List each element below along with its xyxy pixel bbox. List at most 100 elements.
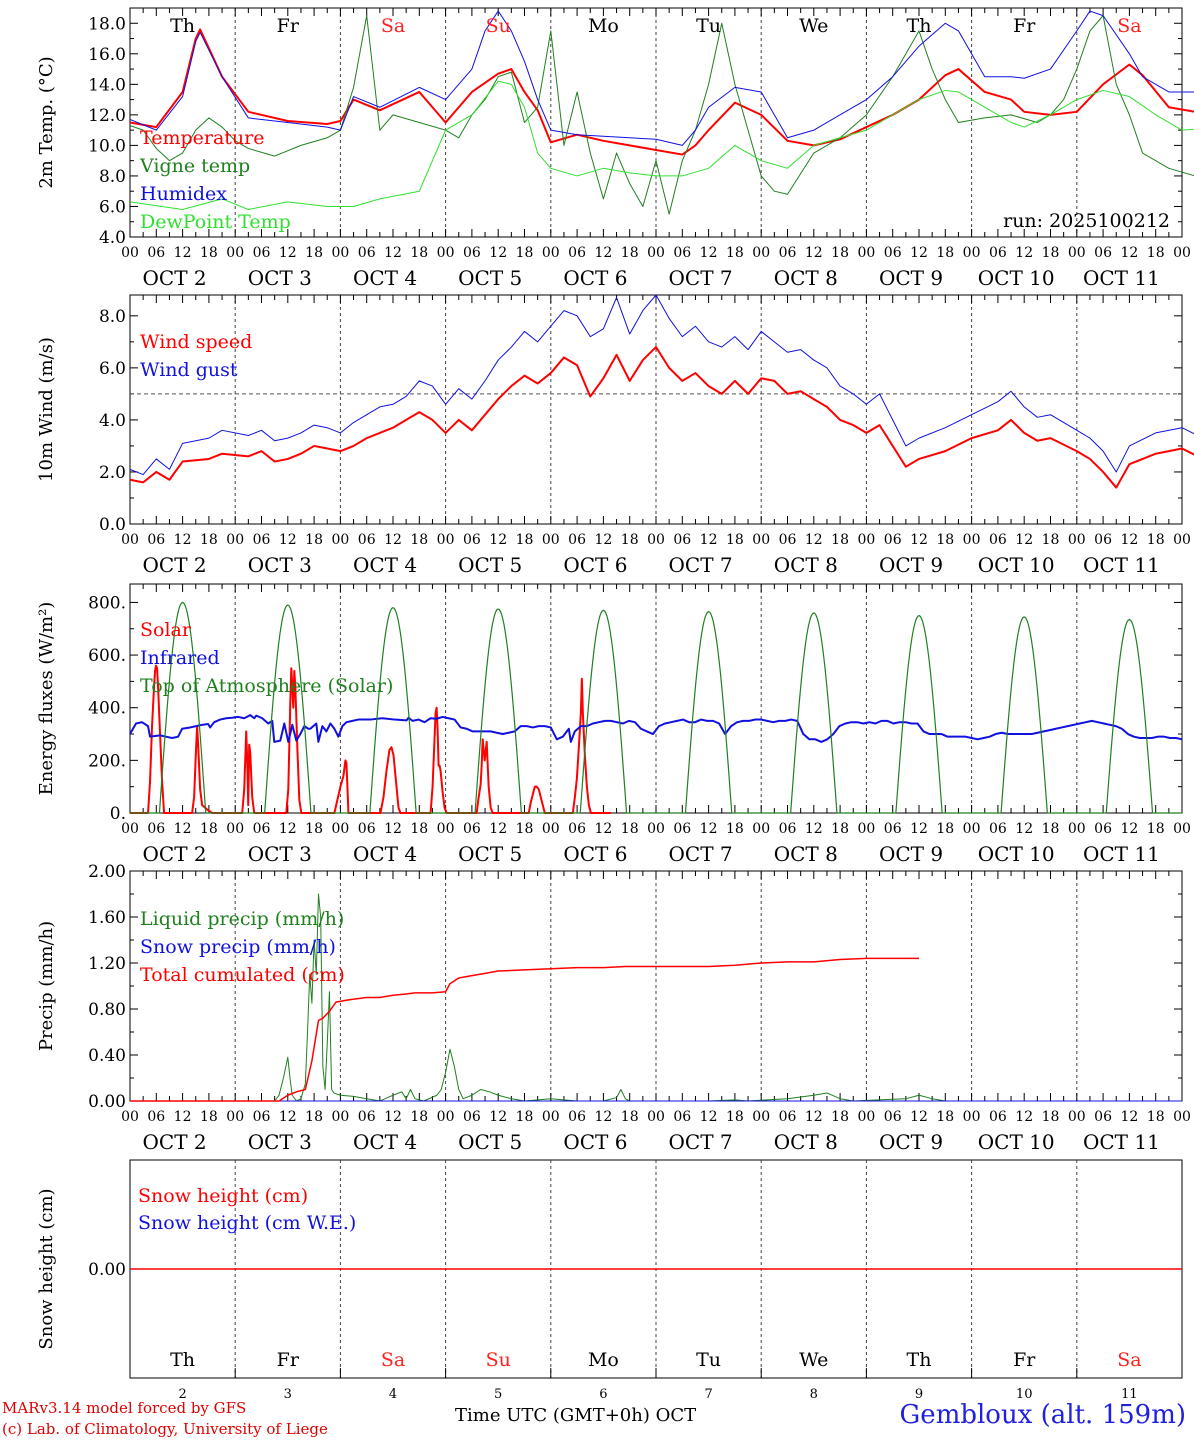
- toa-solar-arc: [866, 614, 972, 814]
- hour-tick-label: 00: [331, 1109, 349, 1125]
- hour-tick-label: 06: [673, 821, 691, 837]
- date-label: OCT 3: [248, 1130, 312, 1154]
- date-label: OCT 9: [879, 553, 943, 577]
- date-label: OCT 10: [978, 1130, 1055, 1154]
- hour-tick-label: 18: [410, 1109, 428, 1125]
- date-label: OCT 9: [879, 1130, 943, 1154]
- weekday-label: Fr: [1013, 15, 1036, 37]
- hour-tick-label: 06: [989, 532, 1007, 548]
- hour-tick-label: 12: [910, 245, 928, 261]
- weekday-label: Fr: [277, 1349, 300, 1371]
- hour-tick-label: 18: [726, 1109, 744, 1125]
- hour-tick-label: 06: [884, 245, 902, 261]
- day-number-label: 11: [1121, 1387, 1138, 1402]
- hour-tick-label: 12: [594, 821, 612, 837]
- hour-tick-label: 06: [463, 532, 481, 548]
- hour-tick-label: 06: [673, 1109, 691, 1125]
- hour-tick-label: 18: [936, 532, 954, 548]
- hour-tick-label: 12: [489, 821, 507, 837]
- hour-tick-label: 18: [516, 245, 534, 261]
- hour-tick-label: 06: [147, 821, 165, 837]
- series-line: [130, 957, 919, 1102]
- day-number-label: 10: [1016, 1387, 1033, 1402]
- y-tick-label: 18.0: [88, 14, 126, 34]
- hour-tick-label: 18: [305, 245, 323, 261]
- hour-tick-label: 12: [1015, 245, 1033, 261]
- hour-tick-label: 18: [200, 1109, 218, 1125]
- hour-tick-label: 00: [121, 245, 139, 261]
- date-label: OCT 2: [143, 1130, 207, 1154]
- hour-tick-label: 00: [331, 821, 349, 837]
- date-label: OCT 5: [458, 1130, 522, 1154]
- legend-entry: Wind speed: [140, 331, 252, 353]
- legend-entry: Top of Atmosphere (Solar): [140, 675, 393, 697]
- hour-tick-label: 12: [384, 821, 402, 837]
- day-number-label: 4: [389, 1387, 397, 1402]
- y-tick-label: 10.0: [88, 136, 126, 156]
- hour-tick-label: 18: [410, 532, 428, 548]
- date-label: OCT 2: [143, 266, 207, 290]
- hour-tick-label: 18: [621, 1109, 639, 1125]
- weekday-label: Sa: [1117, 1349, 1141, 1371]
- day-number-label: 9: [915, 1387, 923, 1402]
- hour-tick-label: 12: [594, 532, 612, 548]
- y-tick-label: 600.: [88, 646, 126, 666]
- hour-tick-label: 12: [279, 245, 297, 261]
- hour-tick-label: 00: [963, 532, 981, 548]
- hour-tick-label: 12: [805, 532, 823, 548]
- hour-tick-label: 18: [1147, 821, 1165, 837]
- hour-tick-label: 00: [752, 245, 770, 261]
- date-label: OCT 4: [353, 1130, 417, 1154]
- hour-tick-label: 12: [700, 1109, 718, 1125]
- y-tick-label: 0.00: [88, 1092, 126, 1112]
- date-label: OCT 5: [458, 266, 522, 290]
- hour-tick-label: 18: [410, 245, 428, 261]
- y-axis-label: 2m Temp. (°C): [36, 56, 57, 188]
- hour-tick-label: 00: [542, 532, 560, 548]
- hour-tick-label: 12: [594, 1109, 612, 1125]
- hour-tick-label: 06: [1094, 821, 1112, 837]
- hour-tick-label: 00: [226, 245, 244, 261]
- hour-tick-label: 18: [516, 821, 534, 837]
- hour-tick-label: 00: [331, 532, 349, 548]
- day-number-label: 2: [178, 1387, 186, 1402]
- hour-tick-label: 00: [963, 245, 981, 261]
- hour-tick-label: 06: [1094, 245, 1112, 261]
- hour-tick-label: 00: [1068, 821, 1086, 837]
- date-label: OCT 7: [669, 553, 733, 577]
- y-tick-label: 12.0: [88, 106, 126, 126]
- date-label: OCT 7: [669, 1130, 733, 1154]
- hour-tick-label: 18: [726, 821, 744, 837]
- hour-tick-label: 12: [1120, 245, 1138, 261]
- hour-tick-label: 06: [1094, 1109, 1112, 1125]
- hour-tick-label: 00: [1173, 1109, 1191, 1125]
- hour-tick-label: 00: [437, 1109, 455, 1125]
- hour-tick-label: 12: [805, 1109, 823, 1125]
- hour-tick-label: 00: [963, 1109, 981, 1125]
- hour-tick-label: 00: [857, 532, 875, 548]
- toa-solar-arc: [1076, 618, 1182, 814]
- y-tick-label: 1.20: [88, 954, 126, 974]
- hour-tick-label: 18: [305, 1109, 323, 1125]
- hour-tick-label: 06: [568, 1109, 586, 1125]
- hour-tick-label: 06: [253, 245, 271, 261]
- hour-tick-label: 06: [673, 245, 691, 261]
- hour-tick-label: 12: [700, 821, 718, 837]
- hour-tick-label: 12: [489, 532, 507, 548]
- y-tick-label: 4.0: [99, 228, 126, 248]
- y-tick-label: 1.60: [88, 908, 126, 928]
- hour-tick-label: 12: [700, 245, 718, 261]
- hour-tick-label: 06: [568, 821, 586, 837]
- hour-tick-label: 06: [147, 532, 165, 548]
- hour-tick-label: 18: [1042, 821, 1060, 837]
- hour-tick-label: 06: [989, 1109, 1007, 1125]
- hour-tick-label: 12: [1015, 1109, 1033, 1125]
- hour-tick-label: 18: [200, 245, 218, 261]
- y-axis-label: Precip (mm/h): [36, 921, 57, 1051]
- y-tick-label: 800.: [88, 593, 126, 613]
- hour-tick-label: 00: [437, 245, 455, 261]
- date-label: OCT 2: [143, 553, 207, 577]
- date-label: OCT 8: [774, 553, 838, 577]
- date-label: OCT 9: [879, 266, 943, 290]
